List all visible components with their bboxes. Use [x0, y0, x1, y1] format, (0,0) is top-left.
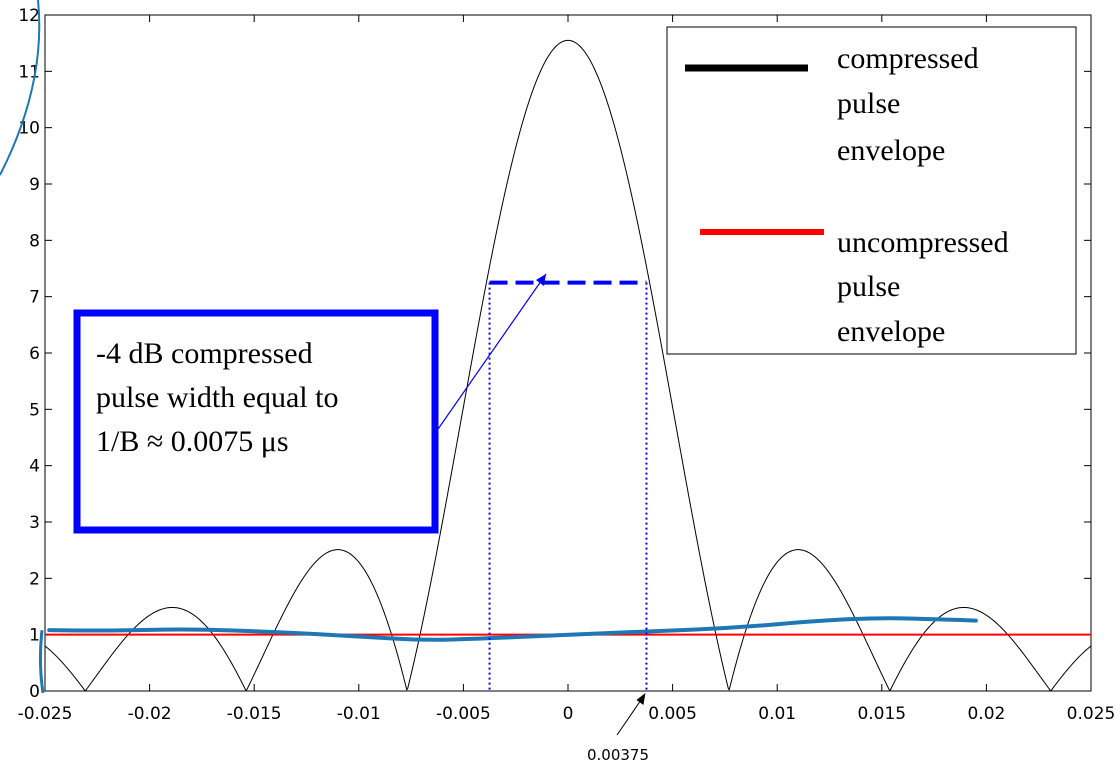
x-tick-label: -0.01 [337, 704, 381, 724]
y-tick-label: 9 [29, 175, 40, 195]
annotation-text-line: 1/B ≈ 0.0075 μs [96, 425, 289, 458]
y-tick-label: 12 [18, 6, 40, 26]
legend-label: pulse [837, 87, 900, 120]
y-tick-label: 3 [29, 513, 40, 533]
x-tick-label: 0.01 [758, 704, 796, 724]
legend-label: uncompressed [837, 226, 1009, 259]
legend-group: compressed pulse envelope uncompressed pulse… [666, 26, 1077, 355]
x-tick-label: 0.005 [648, 704, 697, 724]
y-tick-label: 2 [29, 569, 40, 589]
annotation-arrow-head [536, 274, 546, 286]
legend-label: envelope [837, 134, 945, 167]
legend-label: envelope [837, 315, 945, 348]
hand-drawn-curve [47, 616, 978, 642]
legend-label: pulse [837, 270, 900, 303]
marker-arrow-head [636, 693, 646, 705]
annotation-box [73, 309, 439, 534]
x-tick-label: -0.025 [18, 704, 73, 724]
series-group [0, 0, 1092, 694]
annotation-text-line: -4 dB compressed [96, 337, 313, 370]
y-tick-label: 7 [29, 288, 40, 308]
hand-drawn-left-stroke [38, 629, 45, 694]
y-tick-label: 0 [29, 682, 40, 702]
annotation-arrow-line [435, 273, 547, 433]
x-tick-label: 0 [563, 704, 574, 724]
marker-label: 0.00375 [587, 746, 649, 764]
x-tick-label: 0.015 [857, 704, 906, 724]
x-tick-label: 0.025 [1067, 704, 1116, 724]
legend-box [666, 26, 1077, 355]
x-tick-label: -0.02 [128, 704, 172, 724]
y-tick-label: 5 [29, 400, 40, 420]
legend-label: compressed [837, 42, 979, 75]
x-tick-label: -0.015 [227, 704, 282, 724]
y-tick-label: 1 [29, 626, 40, 646]
hand-drawn-corner-arc [0, 0, 41, 176]
y-tick-label: 10 [18, 119, 40, 139]
annotation-group: -4 dB compressed pulse width equal to 1/B … [73, 273, 649, 764]
annotation-text-line: pulse width equal to [96, 381, 338, 414]
x-tick-label: 0.02 [967, 704, 1005, 724]
y-tick-label: 6 [29, 344, 40, 364]
compressed-pulse-line [44, 39, 1092, 692]
y-tick-label: 8 [29, 231, 40, 251]
y-tick-label: 4 [29, 457, 40, 477]
x-tick-label: -0.005 [436, 704, 491, 724]
